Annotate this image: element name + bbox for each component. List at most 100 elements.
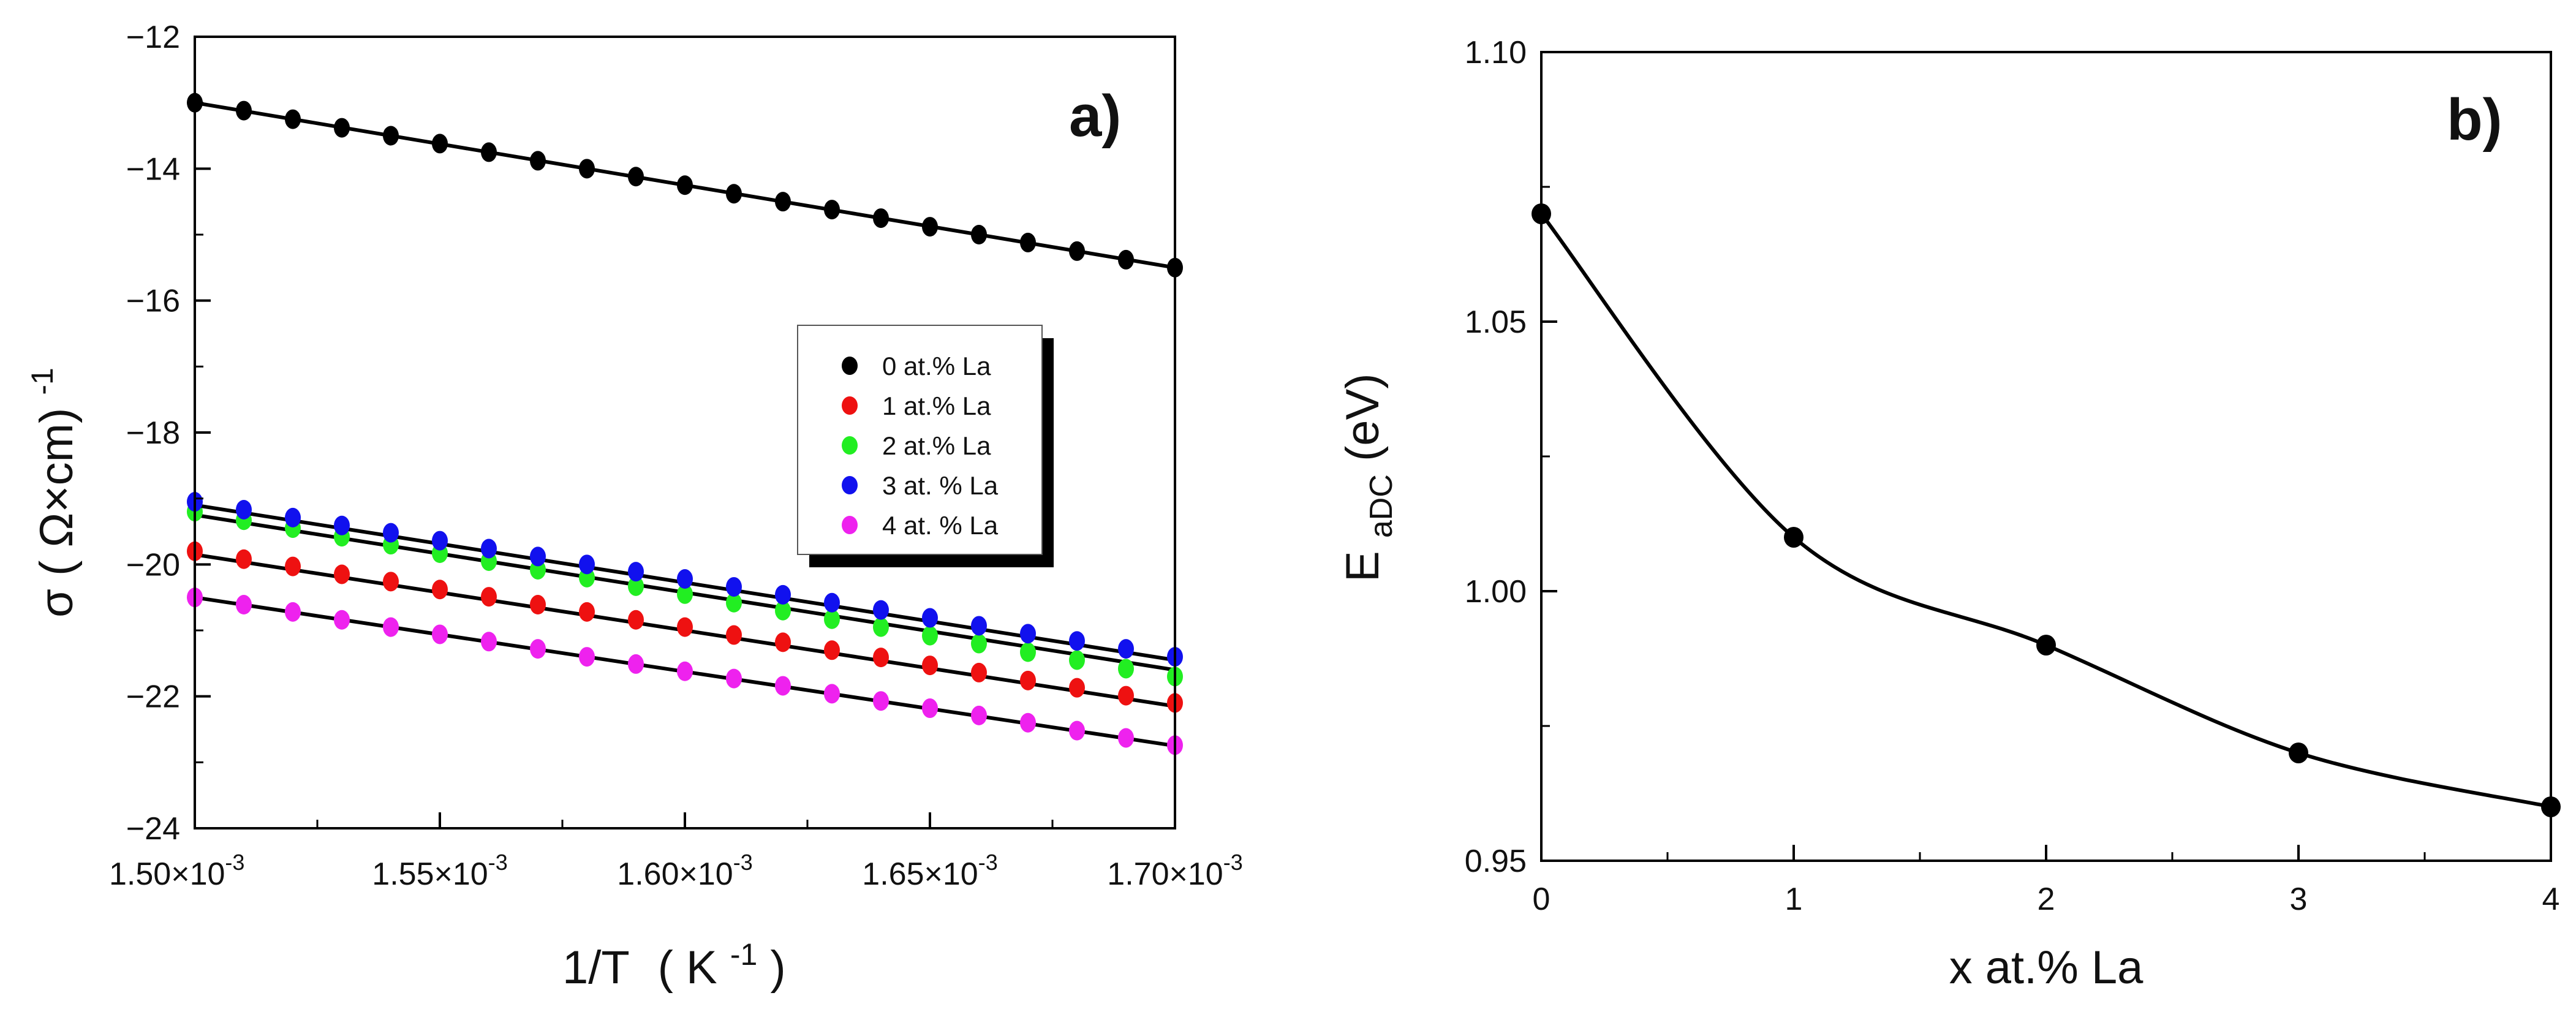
data-point [726, 668, 742, 689]
panel-b-label: b) [2447, 87, 2502, 153]
legend-label: 4 at. % La [882, 511, 999, 540]
data-point [579, 159, 595, 179]
legend-marker [842, 516, 858, 534]
legend-marker [842, 436, 858, 455]
series-1 [187, 541, 1183, 713]
x-tick-exponent: -3 [488, 850, 508, 875]
data-point [628, 610, 644, 630]
data-point [922, 625, 938, 646]
panel-a-legend: 0 at.% La 1 at.% La 2 at.% La 3 at. % La 4 a… [797, 325, 1054, 567]
y-tick-label: −22 [126, 679, 180, 715]
data-point [285, 602, 301, 622]
data-point [628, 562, 644, 582]
x-tick-label: 1.70×10-3 [1107, 850, 1242, 892]
x-tick-label: 1.60×10-3 [617, 850, 752, 892]
data-point [1118, 249, 1134, 270]
curve-line [1539, 213, 2551, 809]
panel-a-y-axis-title: σ ( Ω×cm) -1 [25, 368, 83, 618]
data-point [236, 499, 252, 520]
data-point [530, 151, 546, 171]
data-point [285, 507, 301, 527]
data-point [1069, 678, 1085, 698]
series-4 [187, 588, 1183, 755]
x-axis-title-main: 1/T [562, 942, 629, 994]
panel-b-y-axis-title: E aDC (eV) [1337, 373, 1402, 582]
data-point [873, 617, 889, 637]
data-point [481, 632, 497, 652]
x-tick-label: 3 [2290, 882, 2308, 917]
data-point [432, 531, 448, 551]
y-axis-title-sub: aDC [1364, 474, 1399, 538]
legend-box [797, 325, 1043, 555]
data-point [726, 592, 742, 613]
data-point [1020, 232, 1036, 252]
data-point [579, 554, 595, 575]
data-point [775, 632, 791, 652]
data-point [824, 200, 840, 220]
data-point [824, 592, 840, 613]
x-tick-mantissa: 1.55×10 [372, 856, 488, 892]
y-axis-title-main: E [1337, 551, 1389, 582]
x-tick-exponent: -3 [225, 850, 244, 875]
legend-item: 1 at.% La [842, 391, 991, 420]
x-tick-mantissa: 1.50×10 [109, 856, 225, 892]
data-point [1118, 686, 1134, 706]
data-point [334, 564, 350, 584]
legend-item: 3 at. % La [842, 471, 999, 500]
data-point [334, 610, 350, 630]
data-point [628, 167, 644, 187]
legend-label: 2 at.% La [882, 431, 991, 460]
x-tick-mantissa: 1.70×10 [1107, 856, 1223, 892]
data-point [432, 134, 448, 154]
data-point [236, 100, 252, 121]
series-0 [187, 93, 1183, 278]
x-tick-label: 1.50×10-3 [109, 850, 244, 892]
x-tick-exponent: -3 [733, 850, 753, 875]
data-point [481, 142, 497, 162]
data-point [1118, 728, 1134, 748]
panel-a-series-group [187, 93, 1183, 755]
legend-items: 0 at.% La 1 at.% La 2 at.% La 3 at. % La 4 a… [842, 352, 999, 540]
panel-b-ticks: 0.95 1.00 1.05 1.10 0 1 2 3 4 [1465, 35, 2560, 917]
data-point [2289, 743, 2308, 763]
x-tick-exponent: -3 [978, 850, 998, 875]
data-point [628, 654, 644, 674]
legend-marker [842, 357, 858, 375]
y-axis-title-main: σ ( Ω×cm) [31, 408, 83, 618]
panel-b-chart: 0.95 1.00 1.05 1.10 0 1 2 3 4 b) x at.% La E aDC… [1337, 35, 2561, 994]
data-point [1069, 631, 1085, 651]
data-point [677, 569, 693, 589]
x-tick-exponent: -3 [1223, 850, 1243, 875]
legend-marker [842, 396, 858, 415]
data-point [726, 576, 742, 597]
data-point [530, 546, 546, 567]
data-point [481, 539, 497, 559]
data-point [922, 656, 938, 676]
data-point [873, 691, 889, 711]
data-point [726, 184, 742, 204]
data-point [334, 515, 350, 535]
y-tick-label: 0.95 [1465, 844, 1527, 879]
data-point [285, 556, 301, 576]
panel-a-label: a) [1069, 83, 1121, 149]
data-point [677, 617, 693, 637]
legend-label: 0 at.% La [882, 352, 991, 380]
data-point [971, 705, 987, 725]
legend-marker [842, 476, 858, 494]
data-point [1784, 527, 1804, 548]
panel-a-x-axis-title: 1/T ( K -1 ) [562, 923, 786, 994]
legend-item: 4 at. % La [842, 511, 999, 540]
data-point [677, 584, 693, 604]
panel-a-ticks: −24−22−20−18−16−14−121.50×10-3 1.55×10-3 1… [109, 20, 1243, 892]
data-point [971, 662, 987, 682]
data-point [334, 118, 350, 138]
y-axis-title-end: (eV) [1337, 373, 1389, 461]
data-point [1020, 642, 1036, 662]
data-point [383, 126, 399, 146]
x-tick-mantissa: 1.60×10 [617, 856, 733, 892]
legend-label: 3 at. % La [882, 471, 999, 500]
data-point [824, 609, 840, 629]
y-tick-label: 1.10 [1465, 35, 1527, 70]
y-tick-label: 1.05 [1465, 304, 1527, 340]
